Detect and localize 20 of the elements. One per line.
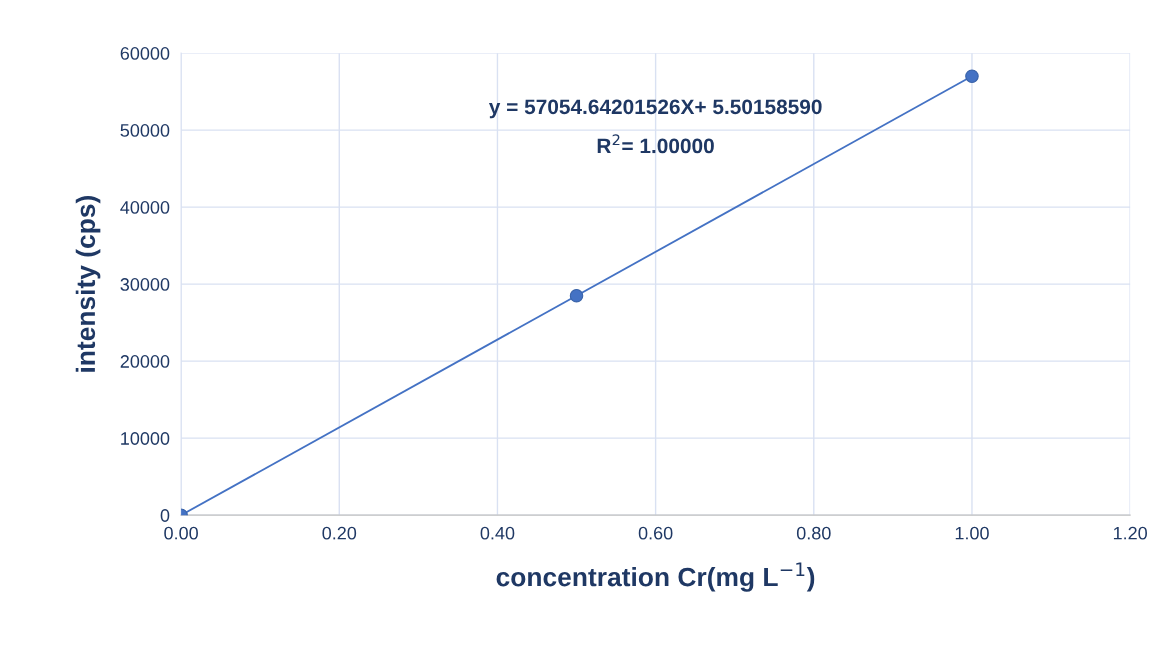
x-tick-label: 0.00	[164, 526, 198, 540]
x-tick-label: 1.00	[955, 526, 989, 540]
y-tick-label: 60000	[120, 47, 170, 60]
x-tick-label: 1.20	[1113, 526, 1147, 540]
x-tick-label: 0.20	[322, 526, 357, 540]
y-tick-label: 50000	[120, 124, 170, 137]
annotation: R$^{2}$= 1.00000	[597, 134, 714, 154]
y-axis-title: intensity (cps)	[75, 196, 101, 372]
x-tick-label: 0.60	[638, 526, 673, 540]
y-tick-label: 40000	[120, 201, 170, 214]
y-tick-label: 20000	[120, 355, 170, 368]
y-tick-label: 10000	[121, 432, 170, 445]
y-tick-label: 0	[160, 509, 170, 522]
x-axis-title: concentration Cr(mg L$^{−1}$)	[496, 562, 815, 592]
point	[569, 288, 584, 303]
x-tick-label: 0.80	[796, 526, 831, 540]
point	[965, 69, 979, 84]
y-tick-label: 30000	[120, 278, 170, 291]
x-tick-label: 0.40	[480, 526, 515, 540]
annotation: y = 57054.64201526X+ 5.50158590	[488, 99, 822, 119]
